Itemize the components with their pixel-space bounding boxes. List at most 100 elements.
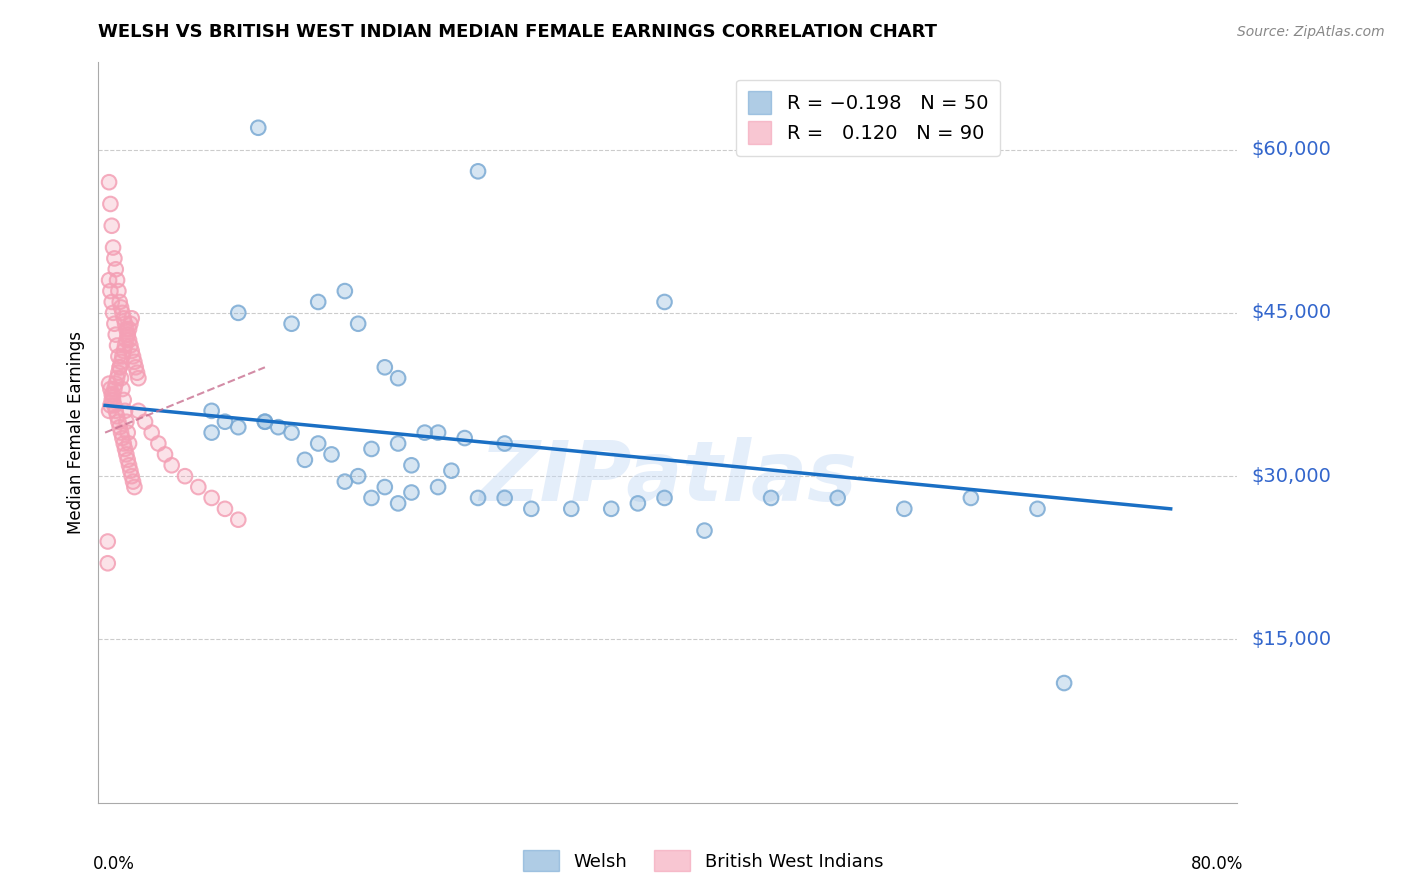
Point: [100, 392, 122, 407]
Point: [294, 453, 316, 467]
Point: [401, 485, 423, 500]
Point: [103, 382, 125, 396]
Point: [454, 431, 477, 445]
Point: [294, 453, 316, 467]
Point: [103, 382, 125, 396]
Point: [347, 317, 370, 331]
Point: [97, 556, 120, 570]
Point: [103, 317, 125, 331]
Point: [387, 371, 409, 385]
Point: [360, 491, 382, 505]
Point: [107, 350, 129, 364]
Point: [360, 442, 382, 456]
Point: [654, 491, 676, 505]
Point: [125, 366, 148, 380]
Point: [103, 398, 125, 412]
Point: [226, 306, 249, 320]
Point: [387, 436, 409, 450]
Point: [427, 480, 450, 494]
Point: [494, 436, 516, 450]
Point: [253, 415, 276, 429]
Point: [1053, 676, 1076, 690]
Point: [115, 322, 138, 336]
Point: [108, 295, 131, 310]
Point: [115, 322, 138, 336]
Point: [127, 404, 149, 418]
Point: [114, 404, 136, 418]
Point: [100, 387, 122, 401]
Point: [111, 382, 134, 396]
Point: [105, 273, 128, 287]
Point: [111, 306, 134, 320]
Point: [122, 350, 145, 364]
Point: [112, 343, 135, 358]
Point: [107, 350, 129, 364]
Point: [333, 475, 356, 489]
Point: [117, 453, 139, 467]
Point: [226, 420, 249, 434]
Point: [226, 420, 249, 434]
Point: [307, 436, 329, 450]
Y-axis label: Median Female Earnings: Median Female Earnings: [66, 331, 84, 534]
Point: [387, 496, 409, 510]
Point: [374, 360, 396, 375]
Point: [101, 306, 124, 320]
Point: [105, 338, 128, 352]
Point: [307, 295, 329, 310]
Point: [121, 469, 143, 483]
Point: [494, 491, 516, 505]
Point: [893, 501, 915, 516]
Point: [467, 491, 489, 505]
Point: [120, 317, 142, 331]
Point: [148, 436, 170, 450]
Point: [201, 425, 224, 440]
Point: [387, 371, 409, 385]
Point: [141, 425, 163, 440]
Point: [347, 317, 370, 331]
Point: [111, 431, 134, 445]
Point: [347, 469, 370, 483]
Point: [100, 392, 122, 407]
Point: [374, 360, 396, 375]
Point: [467, 164, 489, 178]
Point: [103, 317, 125, 331]
Point: [97, 534, 120, 549]
Point: [307, 295, 329, 310]
Point: [115, 447, 138, 461]
Point: [280, 317, 302, 331]
Point: [118, 436, 141, 450]
Point: [693, 524, 716, 538]
Point: [401, 485, 423, 500]
Point: [520, 501, 543, 516]
Point: [174, 469, 197, 483]
Point: [440, 464, 463, 478]
Point: [105, 273, 128, 287]
Point: [115, 447, 138, 461]
Point: [226, 513, 249, 527]
Point: [98, 404, 121, 418]
Point: [112, 343, 135, 358]
Point: [253, 415, 276, 429]
Point: [1026, 501, 1049, 516]
Point: [125, 366, 148, 380]
Point: [759, 491, 782, 505]
Point: [98, 175, 121, 189]
Point: [103, 398, 125, 412]
Point: [101, 387, 124, 401]
Point: [108, 360, 131, 375]
Point: [107, 415, 129, 429]
Point: [148, 436, 170, 450]
Point: [101, 392, 124, 407]
Point: [467, 164, 489, 178]
Point: [124, 355, 146, 369]
Point: [226, 306, 249, 320]
Point: [333, 475, 356, 489]
Point: [111, 306, 134, 320]
Point: [122, 475, 145, 489]
Point: [101, 240, 124, 255]
Point: [114, 338, 136, 352]
Text: $45,000: $45,000: [1251, 303, 1331, 322]
Point: [121, 311, 143, 326]
Point: [100, 197, 122, 211]
Point: [100, 219, 122, 233]
